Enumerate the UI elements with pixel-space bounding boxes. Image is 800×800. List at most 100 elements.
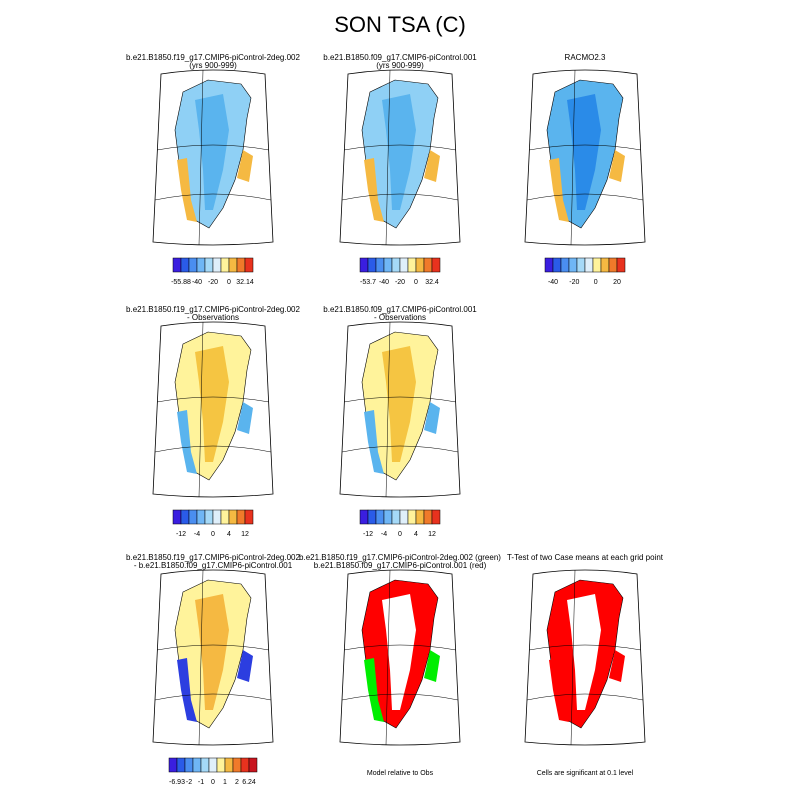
colorbar-label: -4 bbox=[194, 531, 200, 538]
colorbar-box bbox=[236, 257, 246, 273]
colorbar-box bbox=[560, 257, 570, 273]
colorbar-box bbox=[367, 257, 377, 273]
colorbar-box bbox=[244, 509, 254, 525]
land-edge bbox=[364, 150, 440, 222]
land-patch bbox=[567, 94, 601, 210]
colorbar-box bbox=[200, 757, 210, 773]
panel-title: (yrs 900-999) bbox=[376, 61, 424, 70]
colorbar-box bbox=[212, 509, 222, 525]
land-patch bbox=[382, 346, 416, 462]
colorbar-box bbox=[600, 257, 610, 273]
colorbar-label: 0 bbox=[398, 531, 402, 538]
colorbar-box bbox=[220, 509, 230, 525]
colorbar-box bbox=[391, 509, 401, 525]
panel-title: b.e21.B1850.f19_g17.CMIP6-piControl-2deg… bbox=[126, 553, 300, 562]
colorbar-box bbox=[407, 257, 417, 273]
colorbar-label: 12 bbox=[428, 531, 436, 538]
panel-title: - b.e21.B1850.f09_g17.CMIP6-piControl.00… bbox=[134, 561, 293, 570]
land-edge bbox=[549, 650, 625, 722]
colorbar-box bbox=[367, 509, 377, 525]
graticule bbox=[341, 321, 459, 498]
map bbox=[339, 69, 461, 246]
colorbar-box bbox=[383, 257, 393, 273]
map bbox=[339, 321, 461, 498]
colorbar-box bbox=[552, 257, 562, 273]
colorbar-label: 0 bbox=[211, 531, 215, 538]
colorbar-label: -2 bbox=[186, 779, 192, 786]
land-edge bbox=[177, 650, 253, 722]
colorbar-box bbox=[204, 509, 214, 525]
land-edge bbox=[364, 650, 440, 722]
colorbar-label: -1 bbox=[198, 779, 204, 786]
panel-caption: Model relative to Obs bbox=[367, 770, 434, 777]
graticule bbox=[526, 69, 644, 246]
colorbar-box bbox=[576, 257, 586, 273]
colorbar-box bbox=[204, 257, 214, 273]
colorbar-box bbox=[188, 257, 198, 273]
colorbar-label: 2 bbox=[235, 779, 239, 786]
colorbar-box bbox=[172, 509, 182, 525]
colorbar-box bbox=[568, 257, 578, 273]
panel-title: - Observations bbox=[187, 313, 239, 322]
panel-title: RACMO2.3 bbox=[565, 53, 606, 62]
colorbar-label: 0 bbox=[211, 779, 215, 786]
colorbar-box bbox=[415, 509, 425, 525]
colorbar-label: -12 bbox=[176, 531, 186, 538]
colorbar-label: 1 bbox=[223, 779, 227, 786]
colorbar-label: -20 bbox=[569, 279, 579, 286]
land-patch bbox=[195, 594, 229, 710]
panel-title: b.e21.B1850.f19_g17.CMIP6-piControl-2deg… bbox=[126, 305, 300, 314]
panel-title: b.e21.B1850.f09_g17.CMIP6-piControl.001 bbox=[323, 53, 477, 62]
panel-title: b.e21.B1850.f09_g17.CMIP6-piControl.001 bbox=[323, 305, 477, 314]
graticule bbox=[154, 321, 272, 498]
colorbar-box bbox=[184, 757, 194, 773]
panel-title: T-Test of two Case means at each grid po… bbox=[507, 553, 664, 562]
colorbar-box bbox=[244, 257, 254, 273]
colorbar-box bbox=[248, 757, 258, 773]
colorbar-box bbox=[232, 757, 242, 773]
colorbar-box bbox=[188, 509, 198, 525]
land-patch bbox=[382, 594, 416, 710]
colorbar-box bbox=[220, 257, 230, 273]
colorbar-label: -20 bbox=[395, 279, 405, 286]
colorbar-box bbox=[172, 257, 182, 273]
colorbar-label: -6.93 bbox=[169, 779, 185, 786]
land-patch bbox=[195, 346, 229, 462]
colorbar-label: 6.24 bbox=[242, 779, 256, 786]
land-patch bbox=[195, 94, 229, 210]
panel-caption: Cells are significant at 0.1 level bbox=[537, 770, 634, 777]
map-panel: b.e21.B1850.f19_g17.CMIP6-piControl-2deg… bbox=[126, 305, 300, 538]
colorbar-label: -40 bbox=[548, 279, 558, 286]
colorbar-box bbox=[180, 509, 190, 525]
land-patch bbox=[382, 94, 416, 210]
colorbar-label: -40 bbox=[379, 279, 389, 286]
colorbar-box bbox=[399, 257, 409, 273]
colorbar-box bbox=[423, 509, 433, 525]
colorbar-box bbox=[212, 257, 222, 273]
colorbar-label: 20 bbox=[613, 279, 621, 286]
colorbar-label: 0 bbox=[227, 279, 231, 286]
colorbar-box bbox=[236, 509, 246, 525]
map bbox=[152, 69, 274, 246]
colorbar-label: -53.7 bbox=[360, 279, 376, 286]
colorbar-label: 32.4 bbox=[425, 279, 439, 286]
colorbar-box bbox=[224, 757, 234, 773]
map bbox=[524, 69, 646, 246]
colorbar-label: 0 bbox=[594, 279, 598, 286]
panel-title: b.e21.B1850.f19_g17.CMIP6-piControl-2deg… bbox=[299, 553, 501, 562]
colorbar-box bbox=[608, 257, 618, 273]
graticule bbox=[341, 69, 459, 246]
panel-title: b.e21.B1850.f09_g17.CMIP6-piControl.001 … bbox=[314, 561, 487, 570]
colorbar-label: 12 bbox=[241, 531, 249, 538]
colorbar-label: 32.14 bbox=[236, 279, 254, 286]
colorbar-box bbox=[407, 509, 417, 525]
map-panel: b.e21.B1850.f09_g17.CMIP6-piControl.001(… bbox=[323, 53, 477, 286]
colorbar-box bbox=[192, 757, 202, 773]
colorbar-box bbox=[616, 257, 626, 273]
map bbox=[339, 569, 461, 746]
map bbox=[152, 569, 274, 746]
colorbar-box bbox=[228, 257, 238, 273]
colorbar-label: -12 bbox=[363, 531, 373, 538]
colorbar-box bbox=[391, 257, 401, 273]
